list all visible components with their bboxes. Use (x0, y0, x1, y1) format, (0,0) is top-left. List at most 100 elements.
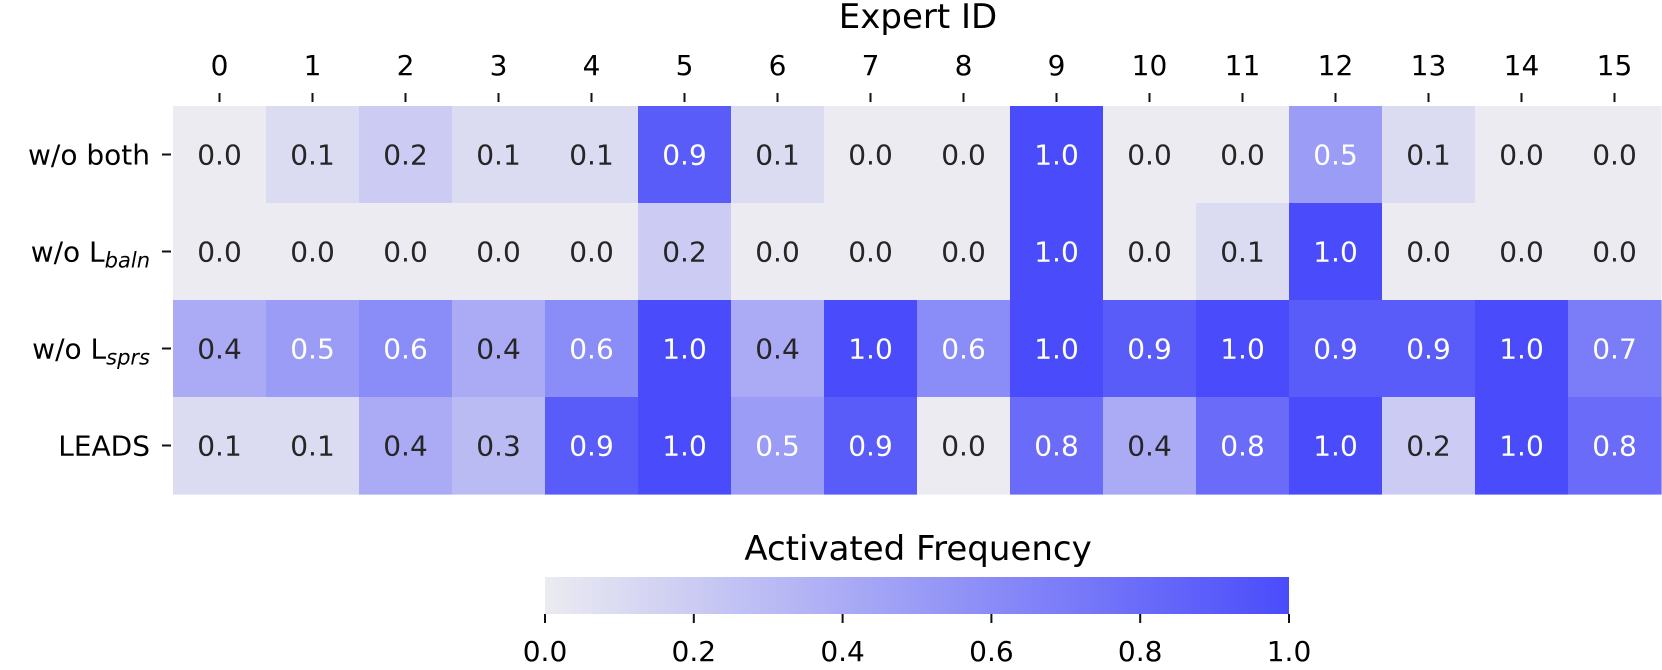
heatmap-cell (1289, 397, 1383, 495)
cell-value-label: 0.5 (755, 430, 800, 463)
cell-value-label: 0.0 (569, 236, 614, 269)
heatmap-cell (1382, 106, 1476, 204)
heatmap-cell (731, 106, 825, 204)
cell-value-label: 0.0 (197, 139, 242, 172)
cell-value-label: 0.9 (1313, 333, 1358, 366)
x-tick-label: 9 (1048, 49, 1066, 82)
heatmap-cell (1568, 203, 1662, 301)
cell-value-label: 1.0 (1499, 430, 1544, 463)
colorbar-tick-label: 1.0 (1267, 635, 1312, 668)
cell-value-label: 1.0 (1220, 333, 1265, 366)
y-tick-label: w/o Lbaln (31, 236, 150, 273)
cell-value-label: 0.1 (755, 139, 800, 172)
cell-value-label: 1.0 (848, 333, 893, 366)
cell-value-label: 1.0 (1034, 236, 1079, 269)
heatmap-cell (173, 300, 267, 398)
x-tick-label: 3 (490, 49, 508, 82)
cell-value-label: 0.1 (569, 139, 614, 172)
heatmap-cell (1382, 203, 1476, 301)
colorbar: Activated Frequency 0.0 0.2 0.4 0.6 0.8 1.0 (523, 529, 1312, 668)
heatmap-cell (1196, 203, 1290, 301)
cell-value-label: 0.7 (1592, 333, 1637, 366)
heatmap-cell (1103, 203, 1197, 301)
cell-value-label: 0.4 (755, 333, 800, 366)
colorbar-tick-label: 0.4 (820, 635, 865, 668)
heatmap-cell (1103, 106, 1197, 204)
heatmap-cell (545, 397, 639, 495)
cell-value-label: 0.0 (476, 236, 521, 269)
cell-value-label: 0.4 (383, 430, 428, 463)
heatmap-cell (1103, 300, 1197, 398)
heatmap-cell (638, 300, 732, 398)
cell-value-label: 0.4 (476, 333, 521, 366)
heatmap-cell (1475, 300, 1569, 398)
colorbar-title: Activated Frequency (744, 529, 1091, 569)
cell-value-label: 0.9 (848, 430, 893, 463)
heatmap-cell (1103, 397, 1197, 495)
x-tick-label: 15 (1597, 49, 1633, 82)
cell-value-label: 0.0 (1499, 139, 1544, 172)
cell-value-label: 0.6 (569, 333, 614, 366)
x-tick-label: 13 (1411, 49, 1447, 82)
x-tick-label: 4 (583, 49, 601, 82)
cell-value-label: 0.0 (1127, 236, 1172, 269)
x-tick-label: 2 (397, 49, 415, 82)
y-tick-label: LEADS (58, 430, 150, 463)
heatmap-cell (1568, 300, 1662, 398)
heatmap-cell (452, 203, 546, 301)
heatmap-cell (545, 203, 639, 301)
x-tick-label: 8 (955, 49, 973, 82)
heatmap-cell (266, 106, 360, 204)
heatmap-cell (1475, 203, 1569, 301)
heatmap-cell (917, 203, 1011, 301)
cell-value-label: 0.2 (662, 236, 707, 269)
cell-value-label: 0.4 (197, 333, 242, 366)
heatmap-cell (1010, 203, 1104, 301)
y-tick-label: w/o both (28, 139, 150, 172)
heatmap-cell (452, 300, 546, 398)
cell-value-label: 1.0 (662, 430, 707, 463)
heatmap-cell (173, 203, 267, 301)
colorbar-tick-label: 0.6 (969, 635, 1014, 668)
heatmap-cell (731, 397, 825, 495)
x-tick-label: 11 (1225, 49, 1261, 82)
heatmap-cell (638, 203, 732, 301)
x-tick-label: 6 (769, 49, 787, 82)
cell-value-label: 0.1 (290, 430, 335, 463)
heatmap-cell (824, 397, 918, 495)
cell-value-label: 0.2 (383, 139, 428, 172)
heatmap-cell (1010, 106, 1104, 204)
colorbar-gradient (545, 577, 1289, 614)
colorbar-tick-label: 0.8 (1118, 635, 1163, 668)
cell-value-label: 0.0 (197, 236, 242, 269)
cell-value-label: 0.5 (1313, 139, 1358, 172)
x-tick-label: 1 (304, 49, 322, 82)
heatmap-cell (1289, 203, 1383, 301)
cell-value-label: 0.8 (1592, 430, 1637, 463)
cell-value-label: 0.4 (1127, 430, 1172, 463)
cell-value-label: 0.0 (290, 236, 335, 269)
colorbar-tick-label: 0.2 (672, 635, 717, 668)
heatmap-cell (917, 300, 1011, 398)
y-axis-ticks: w/o both w/o Lbaln w/o Lsprs LEADS (28, 139, 171, 463)
heatmap-cell (452, 397, 546, 495)
cell-value-label: 1.0 (662, 333, 707, 366)
cell-value-label: 0.8 (1034, 430, 1079, 463)
heatmap-cell (359, 300, 453, 398)
cell-value-label: 0.5 (290, 333, 335, 366)
cell-value-label: 0.0 (941, 430, 986, 463)
heatmap-cell (638, 397, 732, 495)
heatmap-cell (1289, 300, 1383, 398)
heatmap-cell (1568, 106, 1662, 204)
heatmap-cell (1382, 300, 1476, 398)
heatmap-cell (1196, 397, 1290, 495)
cell-value-label: 0.0 (941, 236, 986, 269)
x-tick-label: 10 (1132, 49, 1168, 82)
heatmap-cell (1568, 397, 1662, 495)
cell-value-label: 0.0 (1406, 236, 1451, 269)
cell-value-label: 0.0 (1220, 139, 1265, 172)
heatmap-cells: 0.0 0.1 0.2 0.1 0.1 0.9 0.1 0.0 0.0 1.0 0.0 0.0 0.5 0… (173, 106, 1662, 495)
colorbar-tick-label: 0.0 (523, 635, 568, 668)
heatmap-cell (173, 397, 267, 495)
